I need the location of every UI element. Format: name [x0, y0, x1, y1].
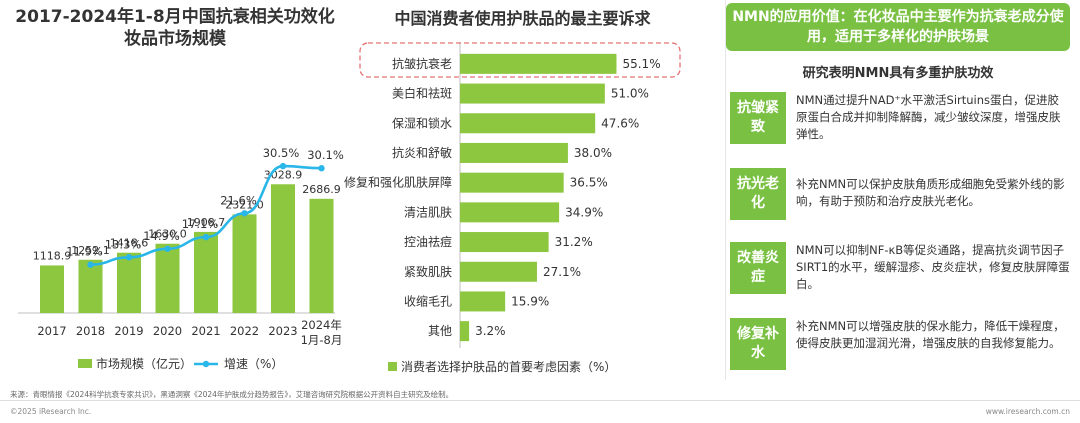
bar [460, 321, 470, 342]
footer-copyright: ©2025 iResearch Inc. [10, 407, 92, 416]
category-label: 紧致肌肤 [404, 264, 452, 279]
growth-value-label: 30.5% [263, 146, 300, 160]
growth-value-label: 17.1% [182, 217, 219, 231]
growth-value-label: 14.9% [143, 229, 180, 243]
panel-header: NMN的应用价值：在化妆品中主要作为抗衰老成分使用，适用于多样化的护肤场景 [726, 3, 1070, 51]
growth-value-label: 11.9% [66, 245, 103, 259]
category-label: 美白和祛斑 [392, 86, 452, 101]
x-tick-label: 2019 [114, 324, 143, 338]
bar-value-label: 1118.9 [33, 249, 72, 262]
highlight-box [359, 42, 681, 78]
category-label: 清洁肌肤 [404, 204, 452, 219]
bar-value-label: 1418.6 [110, 237, 149, 250]
bar [460, 53, 617, 74]
legend-bar-swatch [78, 359, 92, 368]
bar [460, 261, 537, 282]
benefit-tag: 抗皱紧致 [730, 92, 786, 144]
bar-value-label: 1908.7 [187, 216, 226, 229]
bar-value-label: 34.9% [565, 205, 603, 219]
bar [40, 265, 64, 313]
bar [309, 198, 334, 313]
category-label: 抗炎和舒敏 [392, 145, 452, 160]
benefit-tag: 修复补水 [730, 318, 786, 370]
x-tick-label: 1月-8月 [301, 333, 343, 347]
legend-bar-label: 市场规模（亿元） [96, 356, 192, 371]
legend-line-marker [202, 360, 210, 368]
bar [117, 252, 141, 313]
benefit-text: 补充NMN可以保护皮肤角质形成细胞免受紫外线的影响，有助于预防和治疗皮肤光老化。 [796, 177, 1065, 208]
x-tick-label: 2018 [76, 324, 105, 338]
market-size-chart: 1118.9 2017 1252.1 2018 1418.6 2019 1630.0 2020… [18, 146, 344, 371]
bar-value-label: 36.5% [570, 176, 608, 190]
legend-label: 消费者选择护肤品的首要考虑因素（%） [401, 359, 616, 374]
footer-source: 来源：青眼情报《2024科学抗衰专家共识》，黑通洞察《2024年护肤成分趋势报告… [10, 390, 454, 399]
x-tick-label: 2023 [268, 324, 297, 338]
x-tick-label: 2020 [153, 324, 182, 338]
bar [78, 259, 103, 313]
growth-point [318, 165, 325, 172]
growth-point [125, 254, 133, 261]
bar [460, 172, 564, 193]
benefit-text: 补充NMN可以增强皮肤的保水能力，降低干燥程度，使得皮肤更加湿润光滑，增强皮肤的… [796, 319, 1065, 350]
bar [460, 291, 506, 312]
benefit-tag: 抗光老化 [730, 168, 786, 220]
growth-value-label: 13.3% [105, 237, 142, 251]
growth-point [279, 162, 287, 170]
nmn-panel [725, 0, 1080, 380]
legend-line-label: 增速（%） [224, 357, 283, 371]
bar-value-label: 3.2% [475, 324, 506, 338]
bar-value-label: 15.9% [511, 294, 549, 308]
bar [194, 231, 218, 313]
growth-point [202, 233, 210, 241]
x-tick-label: 2022 [230, 324, 259, 338]
bar-value-label: 51.0% [611, 87, 649, 101]
bar-value-label: 1252.1 [71, 244, 110, 257]
benefit-tag: 改善炎症 [730, 242, 786, 294]
consumer-demand-chart: 抗皱抗衰老 55.1% 美白和祛斑 51.0% 保湿和锁水 47.6% 抗炎和舒敏 38.0%… [344, 42, 681, 374]
footer-divider [0, 400, 1080, 401]
footer-website: www.iresearch.com.cn [985, 407, 1070, 416]
chart2-title: 中国消费者使用护肤品的最主要诉求 [394, 9, 651, 28]
category-label: 其他 [428, 324, 452, 338]
growth-value-label: 30.1% [307, 148, 344, 162]
bar [155, 243, 180, 313]
bar-value-label: 2686.9 [302, 183, 341, 196]
bar-value-label: 31.2% [555, 235, 593, 249]
panel-subtitle: 研究表明NMN具有多重护肤功效 [802, 66, 994, 81]
bar [460, 113, 596, 134]
legend-swatch [388, 362, 397, 371]
growth-point [164, 245, 171, 252]
chart1-title: 2017-2024年1-8月中国抗衰相关功效化妆品市场规模 [15, 7, 335, 49]
bar-value-label: 27.1% [543, 265, 581, 279]
x-tick-label: 2017 [37, 324, 66, 338]
category-label: 控油祛痘 [404, 234, 452, 249]
bar-value-label: 1630.0 [148, 228, 187, 241]
growth-value-label: 21.6% [220, 193, 257, 207]
bar [460, 202, 560, 223]
growth-point [241, 210, 248, 217]
x-tick-label: 2024年 [301, 318, 342, 332]
bar-value-label: 55.1% [622, 57, 660, 71]
benefit-text: NMN可以抑制NF-κB等促炎通路，提高抗炎调节因子SIRT1的水平，缓解湿疹、… [796, 243, 1070, 291]
bar-value-label: 38.0% [574, 146, 612, 160]
category-label: 保湿和锁水 [392, 115, 452, 130]
bar [271, 184, 295, 313]
category-label: 抗皱抗衰老 [392, 56, 452, 71]
bar [232, 214, 257, 313]
bar [460, 232, 549, 253]
x-tick-label: 2021 [191, 324, 220, 338]
bar [460, 142, 568, 163]
benefit-text: NMN通过提升NAD⁺水平激活Sirtuins蛋白，促进胶原蛋白合成并抑制降解酶… [796, 93, 1061, 141]
bar [460, 83, 605, 104]
category-label: 收缩毛孔 [404, 293, 452, 308]
category-label: 修复和强化肌肤屏障 [344, 175, 452, 190]
bar-value-label: 47.6% [601, 116, 639, 130]
growth-point [87, 261, 94, 268]
